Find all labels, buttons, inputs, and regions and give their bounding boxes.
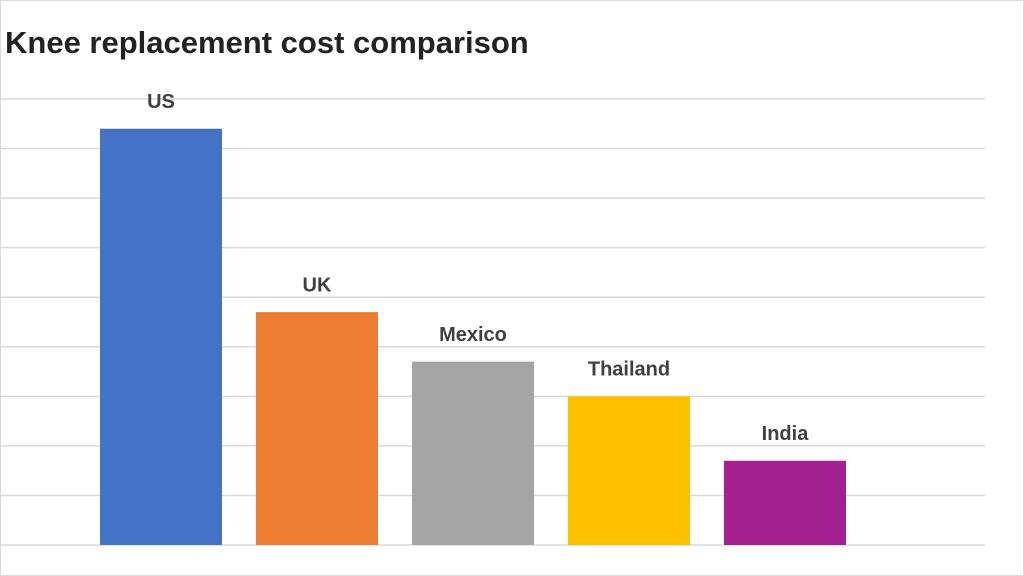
bar	[568, 396, 690, 545]
bar	[100, 128, 222, 545]
bar-label: US	[147, 91, 175, 113]
bar-label: Mexico	[439, 324, 507, 346]
chart-title: Knee replacement cost comparison	[5, 25, 529, 60]
bar-label: Thailand	[588, 359, 670, 381]
bar-label: UK	[303, 274, 332, 296]
bar	[256, 312, 378, 545]
bar	[412, 361, 534, 545]
bar	[724, 460, 846, 545]
bar-label: India	[762, 423, 810, 445]
